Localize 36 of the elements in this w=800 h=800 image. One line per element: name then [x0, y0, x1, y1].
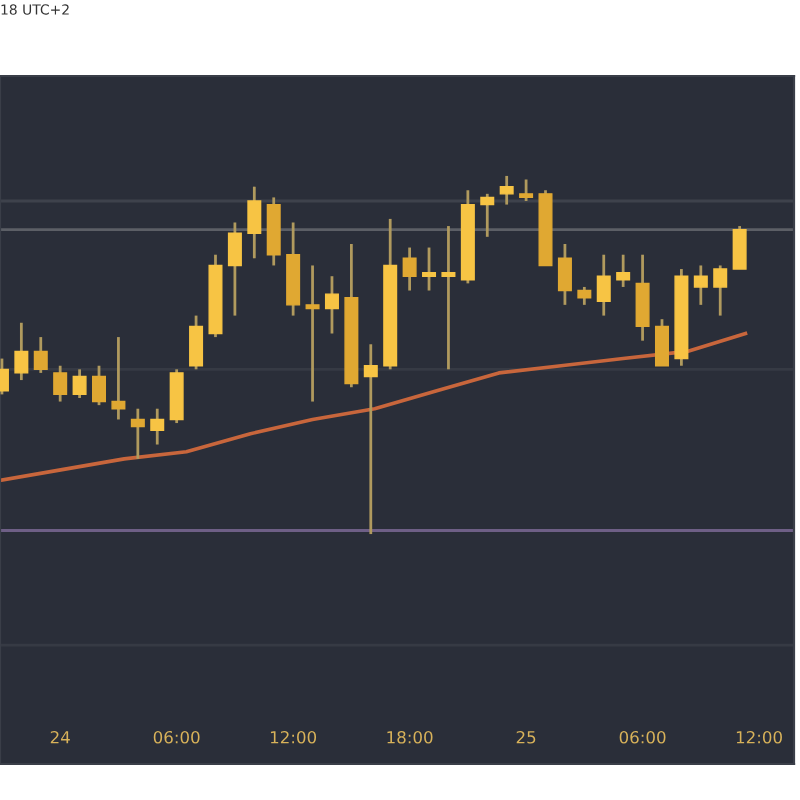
candlestick	[92, 364, 107, 407]
x-tick-label: 25	[516, 730, 536, 744]
candlestick	[422, 246, 437, 292]
x-tick-label: 18:00	[387, 730, 433, 744]
candlestick	[247, 185, 262, 260]
candlestick	[189, 314, 204, 371]
candlestick	[227, 221, 242, 317]
candlestick	[693, 264, 708, 307]
candlestick	[363, 342, 378, 536]
candlestick	[53, 364, 68, 403]
x-tick-label: 12:00	[270, 730, 317, 744]
candlestick	[480, 192, 495, 239]
candlestick	[402, 246, 417, 292]
x-tick-label: 06:00	[619, 730, 666, 744]
candlestick	[169, 367, 184, 425]
candlestick	[72, 367, 87, 400]
candlestick	[519, 178, 534, 203]
candlestick	[150, 407, 165, 446]
x-tick-label: 24	[50, 730, 70, 744]
x-tick-label: 06:00	[153, 730, 200, 744]
candlestick	[499, 174, 514, 206]
candlestick	[305, 264, 320, 403]
candlestick	[14, 321, 29, 382]
candlestick	[596, 253, 611, 317]
candlestick	[441, 224, 456, 371]
candlestick	[616, 253, 631, 289]
candlestick	[713, 264, 728, 317]
candlestick	[324, 274, 339, 335]
candlestick	[635, 253, 650, 343]
candlestick	[33, 335, 48, 375]
candlestick	[654, 317, 669, 368]
candlestick	[732, 224, 747, 271]
candlestick	[111, 335, 126, 421]
x-tick-label: 12:00	[736, 730, 782, 744]
candlestick	[557, 242, 572, 307]
candlestick	[130, 407, 145, 461]
